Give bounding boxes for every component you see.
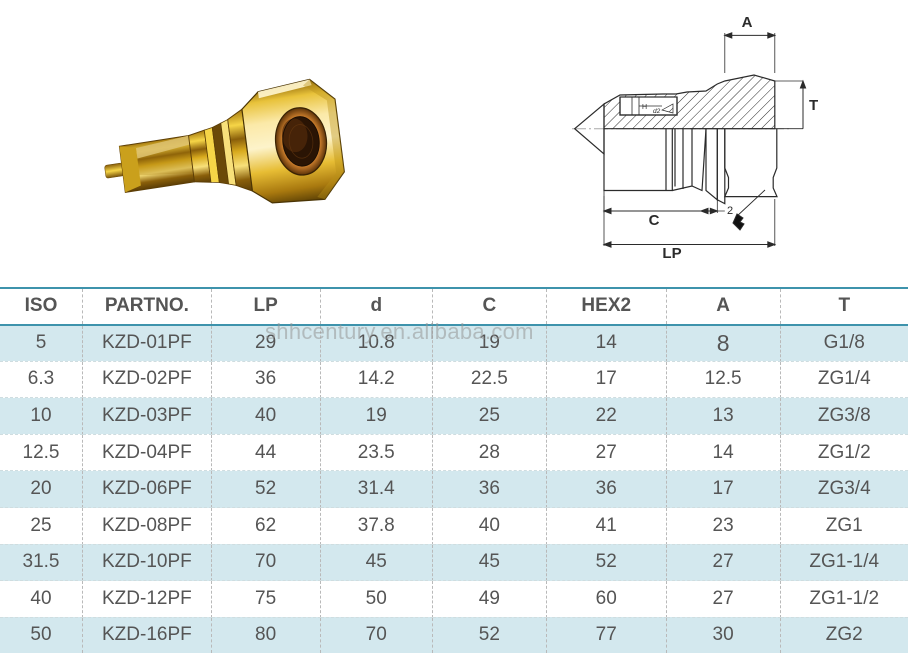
svg-text:d2: d2 (653, 108, 661, 115)
svg-text:H: H (642, 104, 647, 111)
svg-text:C: C (649, 212, 660, 229)
svg-text:2: 2 (727, 205, 733, 217)
svg-text:LP: LP (662, 245, 681, 260)
svg-text:A: A (742, 14, 753, 31)
svg-text:T: T (809, 97, 818, 114)
